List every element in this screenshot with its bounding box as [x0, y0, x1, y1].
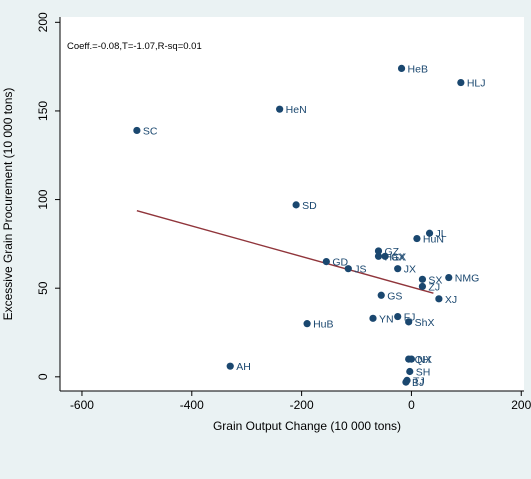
x-tick-label: 200: [511, 398, 531, 412]
y-tick-label: 50: [36, 281, 50, 295]
data-point: HLJ: [457, 78, 486, 90]
data-point: FJ: [394, 312, 415, 324]
point-label: ZJ: [428, 281, 440, 293]
point-label: TJ: [413, 375, 425, 387]
data-point: HeB: [397, 63, 428, 75]
point-marker: [418, 282, 427, 291]
point-marker: [418, 275, 427, 283]
data-point: XJ: [435, 294, 457, 306]
point-marker: [303, 320, 311, 328]
point-marker: [435, 295, 443, 303]
data-point: SX: [418, 274, 442, 286]
point-label: GD: [332, 257, 348, 269]
point-label: JL: [436, 228, 447, 240]
data-point: HuN: [413, 234, 444, 246]
point-marker: [377, 291, 385, 299]
fit-line-group: [136, 210, 434, 294]
x-tick-label: -200: [290, 398, 314, 412]
point-marker: [226, 362, 234, 370]
data-point: JX: [394, 264, 416, 276]
data-point: HeN: [276, 104, 307, 116]
point-label: YN: [379, 313, 394, 325]
point-label: JX: [404, 264, 416, 276]
point-marker: [397, 64, 406, 73]
point-label: QH: [415, 354, 431, 366]
y-axis-ticks: 0 50 100 150 200: [36, 12, 60, 380]
x-tick-label: 0: [408, 398, 415, 412]
point-marker: [405, 318, 413, 326]
point-label: AH: [236, 361, 251, 373]
data-point: YN: [369, 313, 394, 325]
fit-line: [136, 210, 434, 294]
point-label: FJ: [404, 312, 416, 324]
y-tick-label: 150: [36, 101, 50, 121]
data-point: GX: [381, 251, 406, 263]
y-tick-label: 200: [36, 12, 50, 32]
point-marker: [394, 312, 402, 321]
point-marker: [406, 367, 414, 376]
data-point: SH: [406, 367, 430, 379]
data-point: SD: [292, 200, 317, 212]
point-label: HeB: [408, 63, 428, 75]
point-label: HaX: [384, 251, 404, 263]
point-label: NMG: [455, 273, 480, 285]
data-point: JL: [425, 228, 447, 240]
point-label: HuB: [313, 319, 333, 331]
point-marker: [457, 78, 465, 87]
point-marker: [413, 234, 421, 243]
point-label: XJ: [445, 294, 457, 306]
point-marker: [292, 201, 300, 209]
point-label: SH: [416, 367, 431, 379]
x-tick-label: -600: [70, 398, 94, 412]
point-label: JS: [354, 264, 366, 276]
point-label: ShX: [415, 317, 435, 329]
point-label: HuN: [423, 234, 444, 246]
point-label: HLJ: [467, 78, 486, 90]
point-marker: [133, 126, 141, 135]
data-point: SC: [133, 125, 158, 137]
data-point: NX: [407, 354, 432, 366]
data-point: NMG: [445, 273, 479, 285]
point-label: SX: [428, 274, 442, 286]
point-label: HeN: [286, 104, 307, 116]
y-tick-label: 0: [36, 373, 50, 380]
x-axis-label: Grain Output Change (10 000 tons): [213, 419, 401, 433]
data-point: HuB: [303, 319, 334, 331]
point-marker: [374, 247, 383, 255]
stats-annotation: Coeff.=-0.08,T=-1.07,R-sq=0.01: [67, 41, 202, 52]
data-point: JS: [344, 264, 367, 276]
point-marker: [374, 252, 383, 260]
data-point: HaX: [374, 251, 405, 263]
point-marker: [445, 273, 453, 282]
x-axis-ticks: -600 -400 -200 0 200: [70, 391, 531, 412]
data-point: GS: [377, 290, 402, 302]
point-marker: [369, 314, 377, 322]
point-label: GS: [387, 290, 402, 302]
y-tick-label: 100: [36, 189, 50, 209]
point-marker: [425, 229, 434, 237]
point-marker: [344, 265, 352, 273]
point-label: GX: [391, 251, 406, 263]
point-marker: [276, 105, 284, 113]
point-marker: [381, 252, 389, 260]
point-marker: [394, 265, 402, 273]
point-label: SC: [143, 125, 158, 137]
point-label: NX: [417, 354, 432, 366]
point-marker: [402, 378, 410, 386]
point-marker: [322, 258, 330, 266]
point-label: BJ: [412, 377, 424, 389]
point-label: SD: [302, 200, 317, 212]
data-point: GD: [322, 257, 348, 269]
point-marker: [407, 355, 416, 363]
data-point: BJ: [402, 377, 424, 389]
data-point: ZJ: [418, 281, 440, 293]
data-point: ShX: [405, 317, 435, 329]
y-axis-label: Excessive Grain Procurement (10 000 tons…: [1, 88, 15, 321]
plot-area: [60, 17, 524, 391]
x-tick-label: -400: [180, 398, 204, 412]
data-point: AH: [226, 361, 251, 373]
